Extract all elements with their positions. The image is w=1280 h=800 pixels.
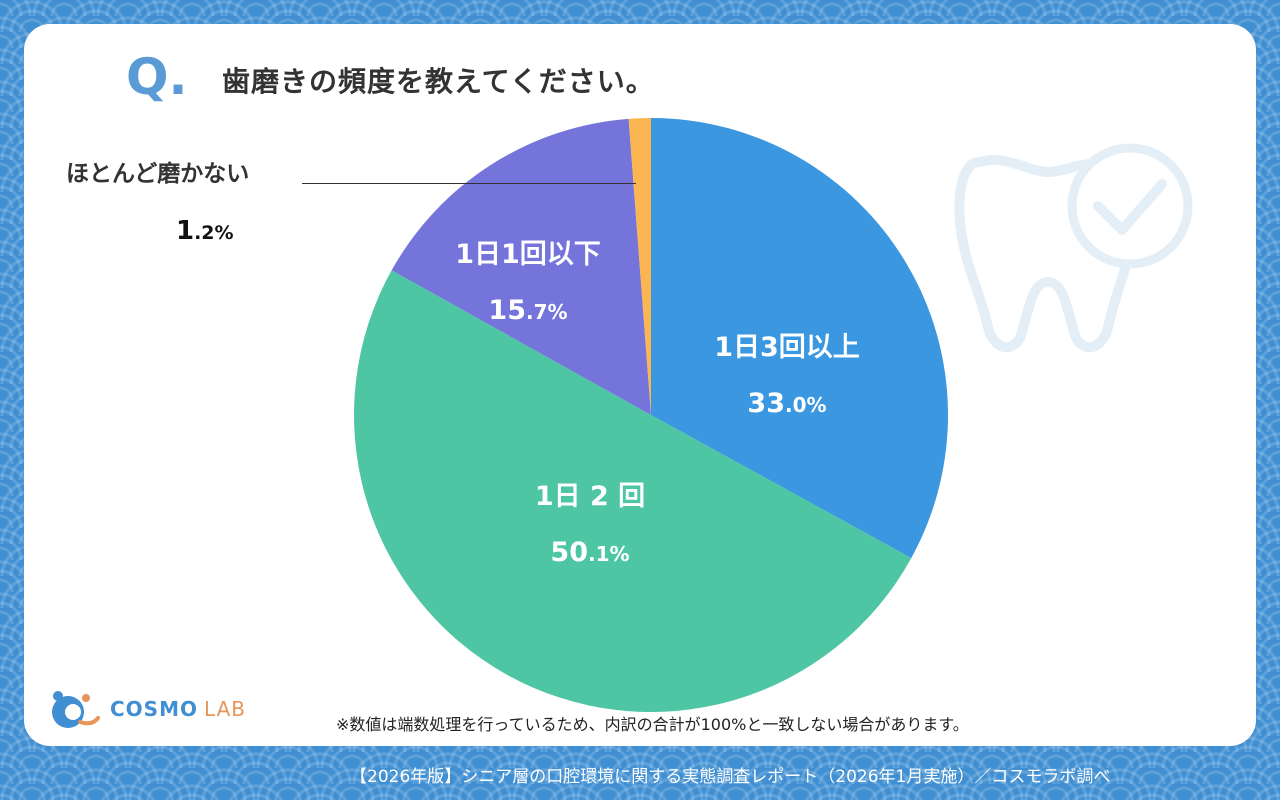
slice-percent-rarely: 1.2% <box>176 216 234 246</box>
slice-name-rarely: ほとんど磨かない <box>66 161 250 187</box>
slice-rarely <box>628 118 651 415</box>
slice-1orless <box>391 118 651 415</box>
slice-label-1orless: 1日1回以下 15.7% <box>455 232 601 326</box>
slice-name-2: 1日 2 回 <box>534 481 646 512</box>
slice-percent-3plus: 33.0% <box>747 388 827 419</box>
cosmo-lab-logo: COSMO LAB <box>46 688 246 730</box>
slice-percent-2: 50.1% <box>550 537 630 568</box>
slice-name-1orless: 1日1回以下 <box>455 239 601 270</box>
slice-percent-1orless: 15.7% <box>488 295 568 326</box>
logo-mark-icon <box>52 691 100 728</box>
logo-text: COSMO LAB <box>110 697 247 721</box>
leader-line <box>302 183 636 184</box>
slice-label-3plus: 1日3回以上 33.0% <box>714 325 860 419</box>
slice-3plus <box>651 118 949 559</box>
slice-label-2: 1日 2 回 50.1% <box>535 474 645 568</box>
footnote: ※数値は端数処理を行っているため、内訳の合計が100%と一致しない場合があります… <box>336 715 969 734</box>
question-mark-label: Q. <box>126 48 188 106</box>
tooth-check-icon <box>954 143 1193 353</box>
slice-2 <box>353 270 912 713</box>
slice-name-3plus: 1日3回以上 <box>714 332 860 363</box>
question-title: 歯磨きの頻度を教えてください。 <box>222 65 655 98</box>
source-credit: 【2026年版】シニア層の口腔環境に関する実態調査レポート（2026年1月実施）… <box>350 767 1111 787</box>
